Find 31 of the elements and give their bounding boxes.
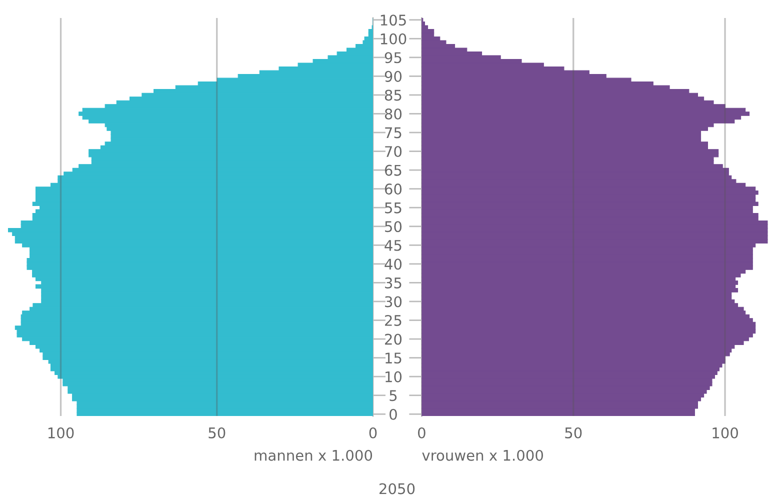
x-tick-label: 0 (369, 427, 377, 438)
y-tick-label: 40 (384, 258, 402, 270)
y-tick-label: 5 (390, 390, 397, 402)
y-tick-label: 90 (384, 70, 402, 82)
y-tick-label: 70 (385, 146, 402, 158)
x-tick-label: 50 (565, 427, 582, 438)
y-tick-label: 10 (386, 371, 402, 382)
y-tick-label: 35 (385, 277, 402, 288)
y-tick-label: 85 (384, 90, 402, 101)
y-tick-label: 30 (385, 296, 402, 308)
y-tick-label: 45 (384, 240, 402, 251)
x-tick-label: 100 (48, 427, 74, 438)
y-tick-label: 75 (385, 127, 402, 138)
y-tick-label: 95 (384, 52, 402, 64)
x-axis-title: vrouwen x 1.000 (422, 450, 543, 461)
y-tick-label: 65 (384, 164, 402, 176)
x-tick-label: 0 (418, 427, 426, 438)
y-tick-label: 0 (390, 408, 397, 420)
x-tick-label: 100 (712, 427, 738, 438)
y-tick-label: 55 (385, 202, 402, 214)
y-tick-label: 60 (384, 184, 402, 195)
y-tick-label: 15 (386, 352, 402, 364)
y-tick-label: 50 (385, 221, 402, 232)
x-tick-label: 50 (208, 427, 226, 438)
y-tick-label: 25 (385, 314, 402, 326)
y-tick-label: 20 (385, 334, 402, 345)
y-tick-label: 80 (384, 108, 402, 120)
y-tick-label: 100 (380, 33, 406, 44)
y-tick-label: 105 (380, 14, 406, 26)
text: 2050 (380, 483, 415, 494)
x-axis-title: mannen x 1.000 (254, 450, 372, 461)
